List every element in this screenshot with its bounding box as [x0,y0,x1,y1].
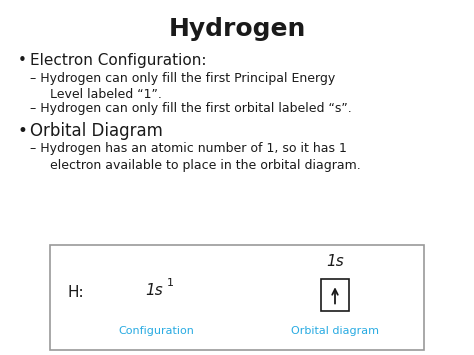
Text: – Hydrogen has an atomic number of 1, so it has 1
     electron available to pla: – Hydrogen has an atomic number of 1, so… [30,142,361,171]
Text: Hydrogen: Hydrogen [168,17,306,41]
Text: – Hydrogen can only fill the first orbital labeled “s”.: – Hydrogen can only fill the first orbit… [30,102,352,115]
Text: H:: H: [68,285,85,300]
Text: Configuration: Configuration [118,326,194,336]
Text: 1: 1 [167,278,174,288]
Text: •: • [18,53,27,68]
Bar [321,279,349,311]
Text: 1s: 1s [326,255,344,269]
Text: – Hydrogen can only fill the first Principal Energy
     Level labeled “1”.: – Hydrogen can only fill the first Princ… [30,72,335,102]
Text: •: • [18,122,28,140]
Bar [50,245,424,350]
Text: Electron Configuration:: Electron Configuration: [30,53,207,68]
Text: Orbital Diagram: Orbital Diagram [30,122,163,140]
Text: 1s: 1s [145,283,163,297]
Text: Orbital diagram: Orbital diagram [291,326,379,336]
